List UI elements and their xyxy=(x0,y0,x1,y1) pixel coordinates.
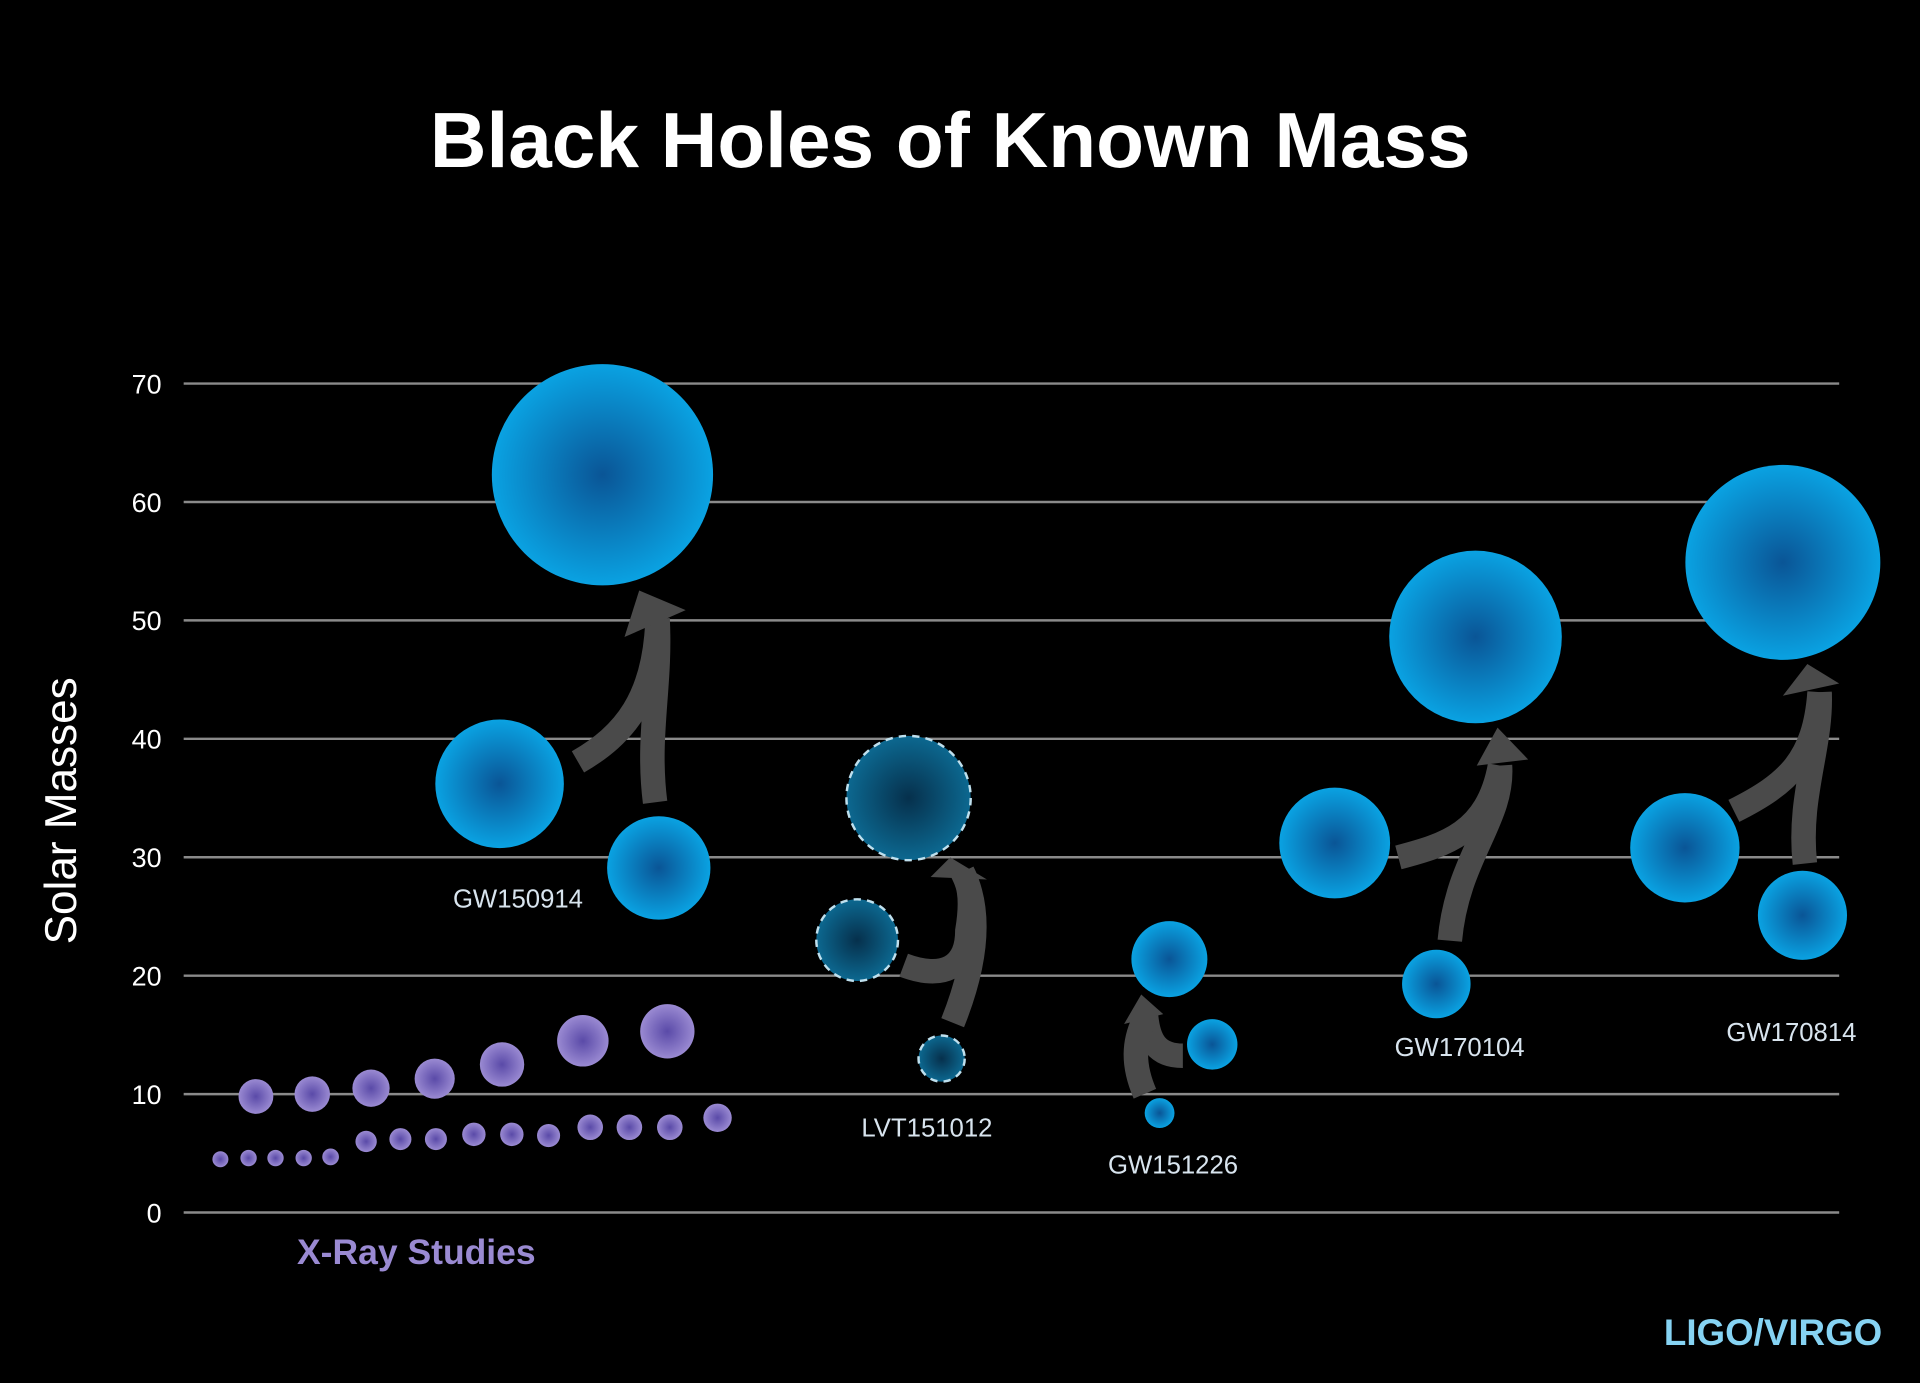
xray-point xyxy=(703,1103,732,1132)
xray-point xyxy=(500,1122,524,1147)
xray-point xyxy=(355,1130,377,1153)
y-tick-label: 70 xyxy=(132,369,162,399)
y-tick-label: 60 xyxy=(132,488,162,518)
black-hole-primary xyxy=(435,719,564,849)
xray-label: X-Ray Studies xyxy=(297,1232,536,1272)
xray-point xyxy=(657,1114,683,1141)
y-tick-label: 40 xyxy=(132,725,162,755)
xray-point xyxy=(557,1015,609,1067)
y-axis-label: Solar Masses xyxy=(37,677,86,944)
xray-point xyxy=(414,1058,455,1099)
event-label: GW170104 xyxy=(1395,1034,1525,1062)
black-hole-primary xyxy=(1279,787,1391,899)
xray-point xyxy=(389,1128,412,1151)
xray-point xyxy=(479,1042,525,1087)
xray-point xyxy=(616,1114,643,1141)
xray-point xyxy=(352,1069,390,1107)
event-label: LVT151012 xyxy=(861,1115,992,1143)
xray-point xyxy=(295,1149,312,1167)
black-hole-final xyxy=(491,364,714,586)
black-hole-secondary xyxy=(1402,949,1471,1019)
merge-arrow xyxy=(1395,727,1529,942)
black-hole-secondary xyxy=(917,1034,966,1083)
y-tick-label: 10 xyxy=(132,1080,162,1110)
xray-point xyxy=(238,1079,274,1114)
black-hole-secondary xyxy=(1757,870,1848,960)
xray-point xyxy=(537,1124,561,1148)
xray-point xyxy=(424,1128,447,1151)
black-hole-final xyxy=(1389,550,1562,724)
black-hole-secondary xyxy=(1144,1098,1175,1128)
y-tick-label: 20 xyxy=(132,961,162,991)
black-hole-primary xyxy=(815,898,900,983)
event-label: GW151226 xyxy=(1108,1151,1238,1179)
merge-arrow xyxy=(1123,994,1184,1099)
xray-point xyxy=(212,1151,229,1168)
black-hole-final xyxy=(1685,464,1881,660)
xray-point xyxy=(294,1076,330,1112)
xray-point xyxy=(577,1114,603,1141)
xray-point xyxy=(240,1149,257,1167)
xray-point xyxy=(640,1004,695,1059)
y-tick-label: 50 xyxy=(132,606,162,636)
y-tick-label: 0 xyxy=(147,1198,162,1228)
black-hole-final xyxy=(845,734,972,862)
black-hole-primary xyxy=(1630,793,1740,903)
merge-arrow xyxy=(1728,663,1840,865)
xray-point xyxy=(322,1148,339,1166)
merge-arrow xyxy=(571,590,686,804)
black-hole-primary xyxy=(1187,1019,1238,1070)
credit-label: LIGO/VIRGO xyxy=(1664,1312,1882,1353)
xray-point xyxy=(462,1122,486,1147)
event-label: GW170814 xyxy=(1726,1019,1856,1047)
black-hole-secondary xyxy=(607,816,711,920)
y-tick-label: 30 xyxy=(132,843,162,873)
black-hole-final xyxy=(1131,921,1208,998)
xray-point xyxy=(267,1149,284,1167)
merge-arrow xyxy=(899,857,987,1028)
chart-title: Black Holes of Known Mass xyxy=(430,96,1471,184)
event-label: GW150914 xyxy=(453,886,583,914)
